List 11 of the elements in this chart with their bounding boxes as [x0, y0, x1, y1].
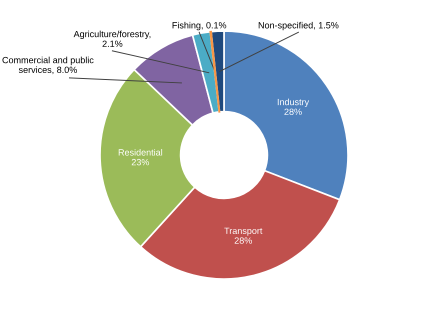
data-label: 23%: [132, 158, 150, 166]
slice-label: Residential: [118, 148, 162, 156]
slice-label: Commercial and public services, 8.0%: [2, 56, 94, 74]
data-label: 28%: [234, 237, 252, 244]
slice-label: Agriculture/forestry, 2.1%: [74, 30, 150, 47]
slice-label: Fishing, 0.1%: [172, 22, 226, 30]
donut-slice: [209, 30, 220, 113]
slice-label: Industry: [278, 98, 310, 108]
slice-label: Non-specified, 1.5%: [258, 22, 338, 30]
data-label: 28%: [284, 108, 302, 115]
slice-label: Transport: [224, 228, 262, 236]
